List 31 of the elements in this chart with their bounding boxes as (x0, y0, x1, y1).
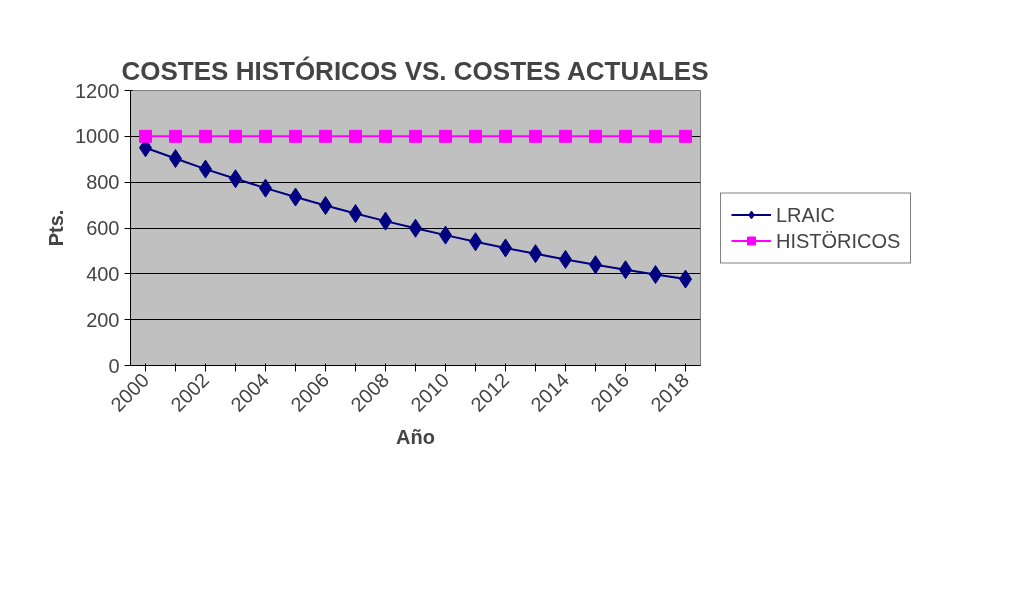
y-axis-title: Pts. (45, 209, 68, 247)
point (559, 129, 572, 143)
point (409, 129, 422, 143)
point (169, 129, 182, 143)
point (619, 129, 632, 143)
y-tick-label: 400 (86, 262, 120, 285)
legend-label: LRAIC (776, 203, 835, 226)
chart-title: COSTES HISTÓRICOS VS. COSTES ACTUALES (121, 55, 709, 86)
point (139, 129, 152, 143)
y-tick-label: 0 (108, 354, 120, 377)
point (319, 129, 332, 143)
point (439, 129, 452, 143)
point (469, 129, 482, 143)
y-tick-label: 800 (86, 171, 120, 194)
point (259, 129, 272, 143)
point (499, 129, 512, 143)
legend-label: HISTÖRICOS (776, 229, 901, 252)
point (679, 129, 692, 143)
y-tick-label: 200 (86, 308, 120, 331)
point (349, 129, 362, 143)
x-axis-title: Año (396, 425, 435, 448)
y-tick-label: 600 (86, 217, 120, 239)
y-tick-label: 1000 (75, 125, 120, 148)
point (589, 129, 602, 143)
point (529, 129, 542, 143)
point (229, 129, 242, 143)
point (379, 129, 392, 143)
point (199, 129, 212, 143)
point (649, 129, 662, 143)
point (289, 129, 302, 143)
y-tick-label: 1200 (75, 79, 120, 102)
